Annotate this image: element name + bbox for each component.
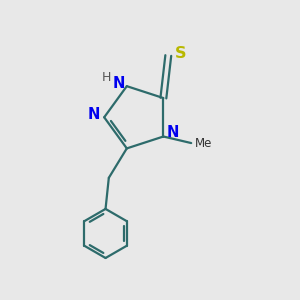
Text: S: S bbox=[175, 46, 187, 62]
Text: N: N bbox=[167, 125, 179, 140]
Text: N: N bbox=[112, 76, 125, 91]
Text: N: N bbox=[88, 107, 100, 122]
Text: H: H bbox=[102, 70, 111, 83]
Text: Me: Me bbox=[195, 136, 212, 150]
